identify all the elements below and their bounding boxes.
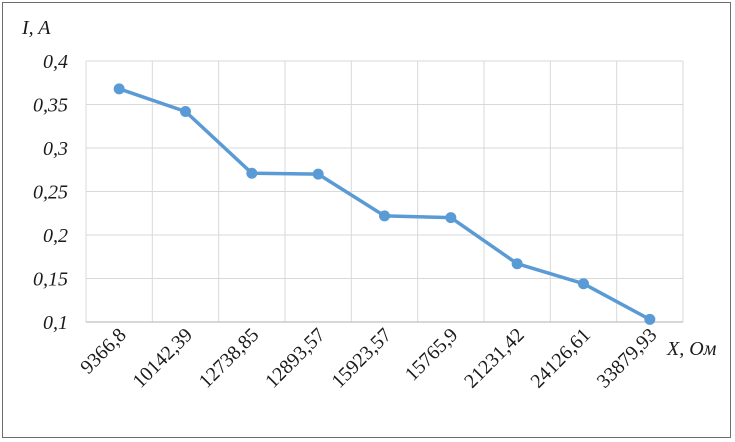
- chart-frame: [2, 2, 731, 438]
- data-point: [445, 212, 457, 224]
- y-tick-label: 0,15: [33, 269, 68, 291]
- data-point: [511, 258, 523, 270]
- horizontal-gridlines: [86, 60, 683, 323]
- y-tick-label: 0,35: [33, 95, 68, 117]
- data-point: [312, 168, 324, 180]
- x-axis-label: X, Ом: [666, 338, 717, 360]
- data-point: [246, 167, 258, 179]
- y-axis-ticks: 0,1 0,15 0,2 0,25 0,3 0,35 0,4: [33, 51, 68, 334]
- data-point: [379, 210, 390, 222]
- data-points: [113, 83, 656, 325]
- y-tick-label: 0,1: [43, 312, 68, 334]
- x-tick-label: 12893,57: [261, 324, 330, 393]
- data-point: [180, 105, 191, 117]
- x-tick-label: 33879,93: [593, 324, 662, 393]
- y-tick-label: 0,25: [33, 182, 68, 204]
- x-tick-label: 15765,9: [401, 324, 463, 386]
- x-tick-label: 24126,61: [526, 324, 595, 393]
- y-tick-label: 0,2: [43, 225, 68, 247]
- y-tick-label: 0,3: [43, 138, 68, 160]
- x-tick-label: 9366,8: [76, 324, 130, 378]
- y-axis-label: I, A: [21, 17, 51, 39]
- x-tick-label: 21231,42: [460, 324, 529, 393]
- data-point: [578, 278, 589, 290]
- x-tick-label: 12738,85: [195, 324, 264, 393]
- vertical-gridlines: [85, 61, 684, 323]
- x-tick-label: 15923,57: [327, 324, 396, 393]
- data-point: [644, 313, 656, 325]
- y-tick-label: 0,4: [43, 51, 68, 73]
- series-line: [118, 87, 651, 321]
- x-tick-label: 10142,39: [128, 324, 197, 393]
- data-point: [113, 83, 125, 95]
